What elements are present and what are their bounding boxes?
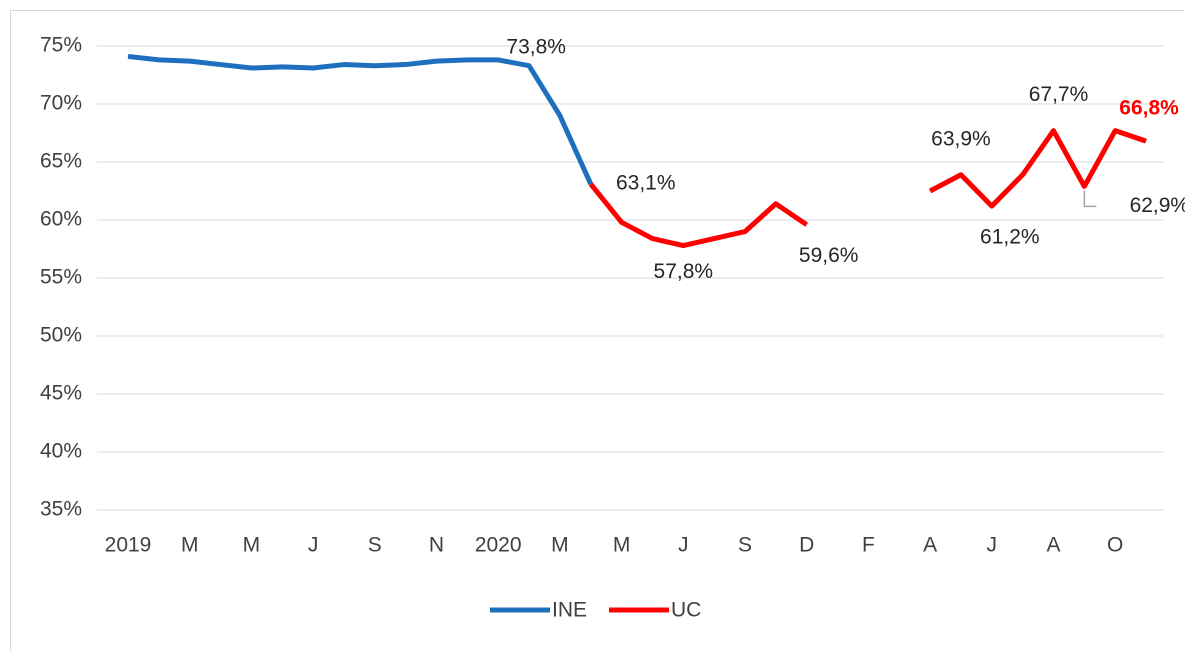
data-label: 61,2%	[980, 226, 1040, 249]
x-tick-label: N	[429, 534, 444, 557]
x-tick-label: M	[613, 534, 631, 557]
x-tick-label: 2020	[475, 534, 522, 557]
data-label: 62,9%	[1130, 194, 1185, 217]
x-tick-label: M	[243, 534, 261, 557]
data-label: 67,7%	[1029, 83, 1089, 106]
x-tick-label: S	[368, 534, 382, 557]
data-label: 63,9%	[931, 127, 991, 150]
y-tick-label: 65%	[40, 150, 82, 173]
data-label: 73,8%	[506, 35, 566, 58]
chart-frame	[10, 10, 1185, 651]
y-tick-label: 75%	[40, 34, 82, 57]
y-tick-label: 55%	[40, 266, 82, 289]
x-tick-label: M	[551, 534, 569, 557]
data-line	[588, 128, 1147, 249]
data-line	[127, 53, 594, 186]
x-tick-label: S	[738, 534, 752, 557]
x-tick-label: J	[678, 534, 689, 557]
data-label: 66,8%	[1119, 97, 1179, 120]
x-tick-label: 2019	[105, 534, 152, 557]
x-tick-label: J	[987, 534, 998, 557]
y-tick-label: 60%	[40, 208, 82, 231]
legend-label: UC	[671, 599, 701, 622]
leader-line	[1083, 190, 1097, 208]
y-tick-label: 45%	[40, 382, 82, 405]
data-label: 59,6%	[799, 244, 859, 267]
data-label: 57,8%	[654, 260, 714, 283]
x-tick-label: M	[181, 534, 199, 557]
y-tick-label: 70%	[40, 92, 82, 115]
x-tick-label: A	[1046, 534, 1060, 557]
x-tick-label: F	[862, 534, 875, 557]
x-tick-label: O	[1107, 534, 1123, 557]
y-tick-label: 50%	[40, 324, 82, 347]
x-tick-label: A	[923, 534, 937, 557]
legend-label: INE	[552, 599, 587, 622]
x-tick-label: D	[799, 534, 814, 557]
y-tick-label: 40%	[40, 440, 82, 463]
x-tick-label: J	[308, 534, 319, 557]
y-tick-label: 35%	[40, 498, 82, 521]
data-label: 63,1%	[616, 172, 676, 195]
